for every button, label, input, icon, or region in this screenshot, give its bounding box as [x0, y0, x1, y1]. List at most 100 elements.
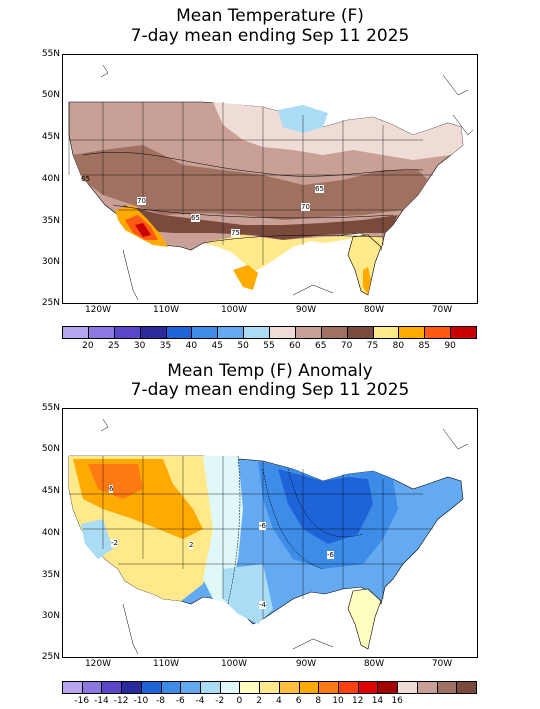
bottom-colorbar-swatch	[298, 681, 320, 694]
bottom-colorbar-swatch	[278, 681, 300, 694]
top-colorbar-label: 45	[211, 341, 223, 351]
top-colorbar-swatch	[398, 326, 426, 339]
top-colorbar-swatch	[87, 326, 115, 339]
top-colorbar-swatch	[294, 326, 322, 339]
top-colorbar-swatch	[165, 326, 193, 339]
top-region-light-tan	[213, 102, 463, 160]
bottom-colorbar-swatch	[456, 681, 477, 694]
top-colorbar-label: 85	[418, 341, 430, 351]
top-colorbar-swatch	[62, 326, 89, 339]
top-contour-label: 70	[137, 197, 146, 205]
bottom-colorbar-swatch	[377, 681, 399, 694]
bottom-colorbar-swatch	[338, 681, 359, 694]
top-colorbar-swatch	[139, 326, 167, 339]
bottom-title-line2: 7-day mean ending Sep 11 2025	[130, 380, 410, 400]
bottom-contour-label: 6	[109, 485, 114, 493]
top-colorbar-swatch	[113, 326, 141, 339]
bottom-colorbar-label: -2	[215, 696, 225, 706]
top-lat-label: 30N	[41, 257, 60, 267]
top-colorbar-label: 20	[82, 341, 94, 351]
bottom-lat-label: 40N	[41, 528, 60, 538]
bottom-contour-label: -4	[259, 601, 266, 609]
bottom-lat-label: 35N	[41, 570, 60, 580]
bottom-colorbar-label: -6	[175, 696, 185, 706]
bottom-colorbar-swatch	[121, 681, 142, 694]
top-region-darkred	[135, 223, 151, 237]
bottom-colorbar-swatch	[101, 681, 123, 694]
top-contour-label: 65	[315, 185, 324, 193]
bottom-lat-label: 45N	[41, 486, 60, 496]
bottom-colorbar-label: -10	[133, 696, 149, 706]
bottom-florida	[347, 588, 382, 650]
bottom-lon-label: 90W	[295, 659, 317, 669]
bottom-contour-label: 2	[189, 541, 194, 549]
bottom-colorbar-label: -14	[94, 696, 109, 706]
bottom-colorbar-swatch	[259, 681, 280, 694]
bottom-colorbar-swatch	[160, 681, 182, 694]
top-lon-label: 100W	[220, 305, 248, 315]
bottom-colorbar-label: 14	[371, 696, 384, 706]
bottom-region-texas	[223, 564, 273, 624]
top-colorbar-swatch	[191, 326, 219, 339]
top-lon-label: 70W	[431, 305, 453, 315]
bottom-colorbar-label: 0	[236, 696, 243, 706]
top-colorbar-label: 40	[185, 341, 198, 351]
bottom-lon-label: 70W	[431, 659, 453, 669]
bottom-colorbar-swatch	[436, 681, 458, 694]
top-contour-label: 65	[191, 214, 200, 222]
top-lat-label: 35N	[41, 216, 60, 226]
top-colorbar-swatch	[320, 326, 348, 339]
top-coastlines	[100, 64, 474, 301]
top-title-line2: 7-day mean ending Sep 11 2025	[130, 26, 410, 46]
top-colorbar-label: 65	[315, 341, 327, 351]
top-colorbar-label: 75	[366, 341, 379, 351]
bottom-title-line1: Mean Temp (F) Anomaly	[167, 361, 373, 381]
top-state-lines	[68, 102, 433, 265]
top-colorbar-label: 30	[133, 341, 146, 351]
top-lon-label: 120W	[84, 305, 112, 315]
top-region-yellow	[203, 235, 383, 272]
top-region-brown-mid	[73, 145, 428, 220]
top-contour-label: 70	[301, 203, 310, 211]
bottom-colorbar-swatch	[416, 681, 438, 694]
bottom-lat-label: 50N	[41, 444, 60, 454]
top-colorbar-label: 90	[444, 341, 456, 351]
bottom-map-svg	[68, 418, 469, 655]
top-colorbar: 20 25 30 35 40 45 50 55 60 65 70 75 80 85 90	[62, 326, 477, 351]
bottom-colorbar-label: 10	[332, 696, 344, 706]
top-colorbar-label: 70	[340, 341, 353, 351]
bottom-lon-label: 100W	[220, 659, 248, 669]
top-colorbar-swatch	[372, 326, 400, 339]
top-colorbar-label: 50	[237, 341, 249, 351]
top-colorbar-label: 60	[289, 341, 301, 351]
bottom-contour-label: -2	[111, 539, 118, 547]
top-colorbar-label: 25	[108, 341, 120, 351]
top-florida-orange	[363, 267, 371, 295]
top-lon-label: 80W	[363, 305, 385, 315]
bottom-contours	[227, 455, 364, 605]
bottom-colorbar-swatch	[219, 681, 241, 694]
top-contour-label: 75	[231, 229, 240, 237]
top-lon-label: 110W	[152, 305, 180, 315]
top-colorbar-swatch	[269, 326, 296, 339]
top-colorbar-swatch	[243, 326, 270, 339]
bottom-colorbar-swatch	[81, 681, 103, 694]
top-lat-label: 45N	[41, 132, 60, 142]
bottom-colorbar-label: 6	[295, 696, 302, 706]
bottom-contour-label: -6	[327, 551, 334, 559]
top-lat-label: 50N	[41, 90, 60, 100]
bottom-contour-label: -6	[259, 522, 266, 530]
bottom-colorbar-swatch	[180, 681, 201, 694]
bottom-lon-label: 120W	[84, 659, 112, 669]
top-colorbar-swatch	[217, 326, 245, 339]
bottom-lat-label: 55N	[41, 403, 60, 413]
bottom-colorbar-label: 4	[275, 696, 282, 706]
bottom-colorbar-swatch	[397, 681, 418, 694]
top-title-line1: Mean Temperature (F)	[176, 6, 364, 26]
bottom-colorbar-label: -16	[74, 696, 90, 706]
top-colorbar-label: 55	[263, 341, 275, 351]
top-colorbar-swatch	[424, 326, 452, 339]
top-lon-label: 90W	[295, 305, 317, 315]
bottom-colorbar-swatch	[239, 681, 261, 694]
bottom-colorbar-swatch	[318, 681, 339, 694]
